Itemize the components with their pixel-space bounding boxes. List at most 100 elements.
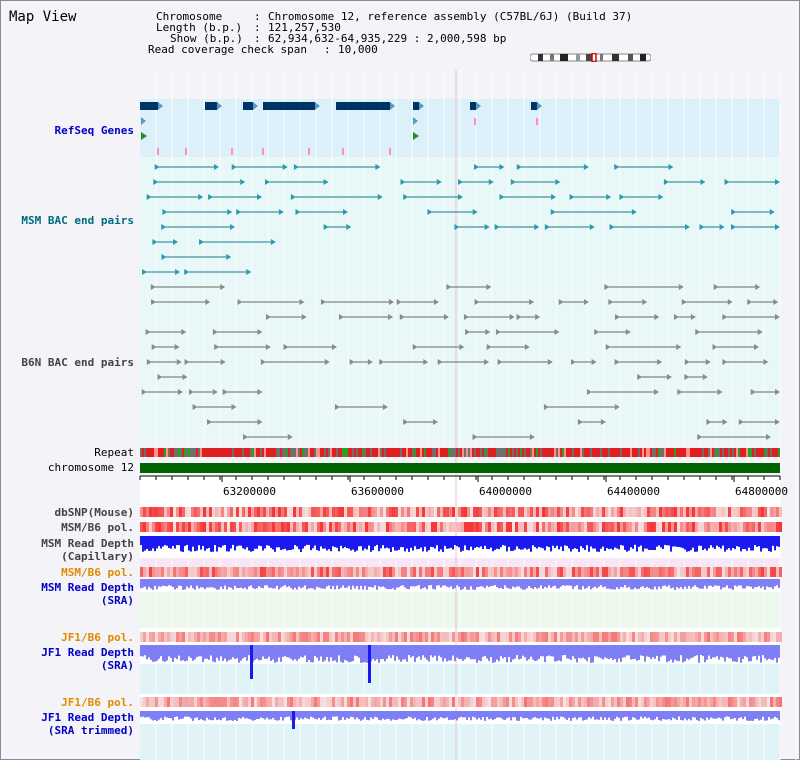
msm-sra-depth-bar — [192, 579, 194, 589]
repeat-segment — [342, 448, 344, 457]
jf1-trim-depth-bar — [356, 711, 358, 718]
jf1-sra-depth-bar — [752, 645, 754, 657]
msm-depth-bar — [186, 536, 188, 545]
msm-depth-bar — [376, 536, 378, 545]
jf1-trim-depth-bar — [226, 711, 228, 721]
msm-pol-heat — [245, 567, 248, 577]
dbsnp-heat — [248, 507, 251, 517]
jf1-trim-depth-bar — [768, 711, 770, 718]
jf1-trim-depth-bar — [656, 711, 658, 717]
msm-sra-depth-bar — [512, 579, 514, 587]
msm-sra-depth-bar — [770, 579, 772, 588]
jf1-sra-depth-bar — [762, 645, 764, 656]
dbsnp-heat — [527, 507, 530, 517]
msm-sra-depth-bar — [288, 579, 290, 587]
jf1-trim-depth-bar — [616, 711, 618, 717]
msm-bac-end — [457, 194, 463, 200]
msm-pol-heat — [167, 567, 170, 577]
msm-sra-depth-bar — [162, 579, 164, 586]
msm-pol-heat — [356, 567, 359, 577]
gene-feature — [205, 102, 217, 110]
msm-depth-bar — [488, 536, 490, 550]
msm-depth-bar — [524, 536, 526, 549]
jf1-trim-depth-bar — [538, 711, 540, 719]
jf1-trim-depth-bar — [298, 711, 300, 720]
jf1-pol-heat — [422, 697, 425, 707]
jf1-pol-heat — [404, 697, 407, 707]
jf1-trim-depth-bar — [306, 711, 308, 719]
dbsnp-heat — [482, 507, 485, 517]
dbsnp-heat — [191, 507, 194, 517]
msm-pol-heat — [692, 567, 695, 577]
jf1-trim-depth-bar — [270, 711, 272, 720]
jf1-sra-depth-bar — [718, 645, 720, 660]
b6n-bac-end — [747, 299, 753, 305]
jf1-sra-depth-bar — [304, 645, 306, 656]
msm-sra-depth-bar — [216, 579, 218, 590]
jf1-sra-depth-bar — [726, 645, 728, 657]
repeat-segment — [634, 448, 636, 457]
jf1-pol-heat — [278, 697, 281, 707]
msm-sra-depth-bar — [338, 579, 340, 590]
repeat-segment — [438, 448, 440, 457]
msm-sra-depth-bar — [484, 579, 486, 589]
b6n-bac-end — [367, 359, 373, 365]
msm-depth-bar — [594, 536, 596, 549]
label-jf1-depth-trim-2: (SRA trimmed) — [47, 724, 134, 737]
jf1-sra-depth-bar — [652, 645, 654, 658]
jf1-sra-depth-bar — [662, 645, 664, 656]
msm-pol-heat — [467, 522, 470, 532]
msm-depth-bar — [548, 536, 550, 548]
b6n-bac-end — [222, 389, 228, 395]
jf1-trim-depth-bar — [514, 711, 516, 718]
jf1-trim-depth-bar — [512, 711, 514, 718]
b6n-bac-end — [600, 419, 606, 425]
msm-sra-depth-bar — [196, 579, 198, 586]
msm-depth-bar — [392, 536, 394, 548]
dbsnp-heat — [464, 507, 467, 517]
jf1-sra-depth-bar — [272, 645, 274, 660]
msm-pol-heat — [395, 567, 398, 577]
msm-sra-depth-bar — [152, 579, 154, 590]
msm-pol-heat — [371, 567, 374, 577]
dbsnp-heat — [311, 507, 314, 517]
msm-sra-depth-bar — [266, 579, 268, 586]
msm-bac-end — [323, 224, 329, 230]
msm-bac-end — [544, 224, 550, 230]
b6n-bac-end — [388, 314, 394, 320]
msm-pol-heat — [422, 567, 425, 577]
jf1-trim-depth-bar — [518, 711, 520, 721]
jf1-pol-heat — [770, 632, 773, 642]
jf1-trim-depth-bar — [588, 711, 590, 718]
repeat-segment — [476, 448, 478, 457]
jf1-trim-depth-bar — [232, 711, 234, 721]
jf1-pol-heat — [275, 697, 278, 707]
msm-bac-end — [142, 269, 148, 275]
jf1-trim-depth-bar — [174, 711, 176, 718]
repeat-segment — [452, 448, 454, 457]
jf1-pol-heat — [419, 697, 422, 707]
msm-sra-depth-bar — [224, 579, 226, 586]
dbsnp-heat — [494, 507, 497, 517]
msm-pol-heat — [341, 567, 344, 577]
dbsnp-heat — [425, 507, 428, 517]
msm-pol-heat — [161, 522, 164, 532]
msm-pol-heat — [728, 522, 731, 532]
msm-sra-depth-bar — [310, 579, 312, 589]
repeat-segment — [688, 448, 690, 457]
page-title: Map View — [9, 9, 77, 25]
repeat-segment — [566, 448, 568, 457]
chromosome-ideogram[interactable] — [530, 53, 651, 62]
jf1-sra-depth-bar — [422, 645, 424, 656]
dbsnp-heat — [749, 507, 752, 517]
jf1-pol-heat — [527, 697, 530, 707]
jf1-pol-heat — [335, 697, 338, 707]
msm-depth-bar — [152, 536, 154, 549]
msm-bac-end — [484, 224, 490, 230]
jf1-trim-depth-bar — [606, 711, 608, 720]
msm-depth-bar — [158, 536, 160, 547]
msm-depth-bar — [426, 536, 428, 552]
msm-pol-heat — [395, 522, 398, 532]
jf1-trim-depth-bar — [502, 711, 504, 720]
